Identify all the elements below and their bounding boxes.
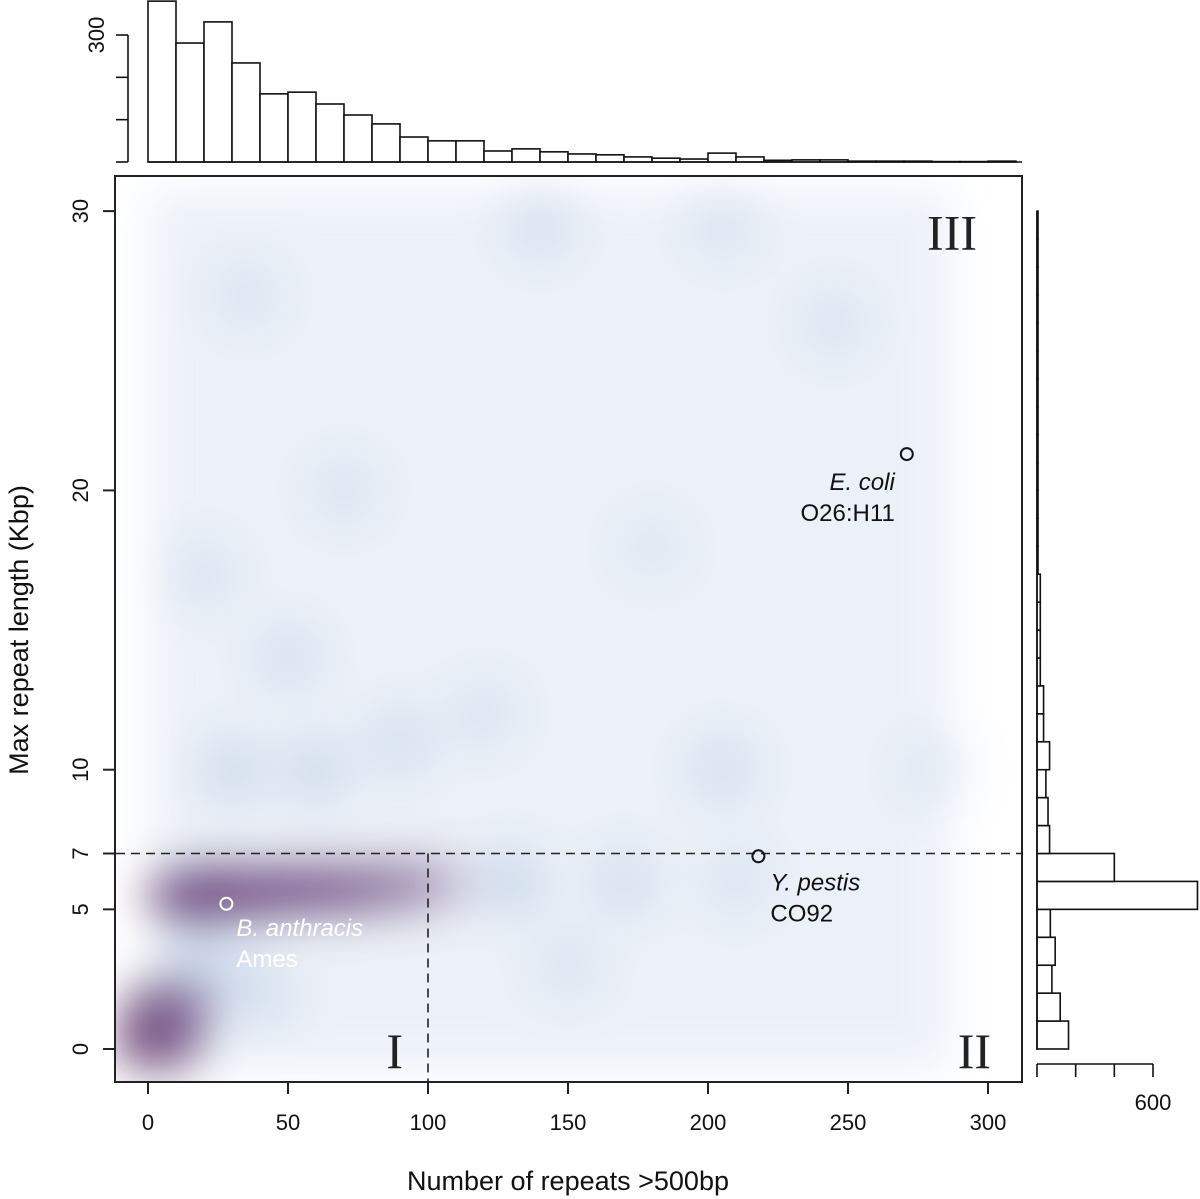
right-hist-bar xyxy=(1036,796,1049,827)
highlight-point xyxy=(751,849,766,864)
density-layer xyxy=(117,187,970,1073)
y-tick-label: 30 xyxy=(68,199,93,223)
x-tick-label: 250 xyxy=(830,1110,867,1135)
right-hist-bar xyxy=(1036,1020,1070,1050)
x-axis-label: Number of repeats >500bp xyxy=(407,1166,729,1196)
right-hist-bar xyxy=(1036,740,1051,771)
region-label-III: III xyxy=(927,205,977,261)
right-hist-bar xyxy=(1036,880,1199,911)
top-hist-bar xyxy=(287,91,317,163)
species-label: E. coli xyxy=(829,469,895,496)
species-label: Y. pestis xyxy=(770,869,860,896)
top-hist-bar xyxy=(539,151,569,163)
top-hist-bar xyxy=(175,42,205,163)
y-tick-label: 20 xyxy=(68,478,93,502)
x-tick-label: 0 xyxy=(142,1110,154,1135)
top-hist-bar xyxy=(203,21,233,163)
top-hist-bar xyxy=(147,0,177,163)
right-histogram: 600 xyxy=(1036,210,1199,1115)
top-hist-bar xyxy=(427,140,457,163)
density-haze xyxy=(150,190,950,1070)
x-tick-label: 300 xyxy=(970,1110,1007,1135)
highlight-point xyxy=(899,447,914,462)
x-axis: 0 50 100 150 200 250 300 xyxy=(142,1082,1006,1135)
top-hist-bar xyxy=(231,62,261,163)
right-hist-bar xyxy=(1036,713,1045,743)
strain-label: CO92 xyxy=(770,900,833,927)
top-hist-bar xyxy=(595,154,625,163)
top-hist-bar xyxy=(343,114,373,163)
y-tick-label: 0 xyxy=(68,1043,93,1055)
top-histogram: 300 xyxy=(84,0,1022,163)
strain-label: Ames xyxy=(236,946,297,973)
right-hist-bar xyxy=(1036,964,1053,994)
x-tick-label: 150 xyxy=(550,1110,587,1135)
x-tick-label: 50 xyxy=(276,1110,300,1135)
right-hist-bar xyxy=(1036,908,1052,939)
top-hist-bar xyxy=(567,153,597,163)
right-hist-bar xyxy=(1036,685,1045,715)
y-axis: 0 5 7 10 20 30 xyxy=(68,199,115,1055)
top-hist-tick-label: 300 xyxy=(84,17,109,54)
y-tick-label: 7 xyxy=(68,847,93,859)
right-hist-bar xyxy=(1036,852,1116,883)
species-label: B. anthracis xyxy=(236,915,363,942)
threshold-lines xyxy=(116,852,1021,1081)
top-hist-bar xyxy=(371,123,401,163)
region-label-I: I xyxy=(386,1023,403,1079)
top-hist-bar xyxy=(483,150,513,163)
highlight-point xyxy=(219,896,234,911)
right-hist-tick-label: 600 xyxy=(1135,1090,1172,1115)
x-tick-label: 200 xyxy=(690,1110,727,1135)
strain-label: O26:H11 xyxy=(801,500,895,527)
x-tick-label: 100 xyxy=(410,1110,447,1135)
top-hist-bar xyxy=(315,103,345,163)
right-hist-bar xyxy=(1036,992,1062,1022)
top-hist-bar xyxy=(399,136,429,163)
top-hist-bar xyxy=(455,140,485,163)
y-axis-label: Max repeat length (Kbp) xyxy=(4,485,34,775)
annotations: B. anthracis Ames Y. pestis CO92 E. coli O26:… xyxy=(219,447,914,973)
right-hist-bar xyxy=(1036,824,1051,855)
right-hist-bar xyxy=(1036,768,1047,799)
region-label-II: II xyxy=(958,1023,991,1079)
y-tick-label: 10 xyxy=(68,757,93,781)
top-hist-bar xyxy=(259,93,289,163)
top-hist-bar xyxy=(707,152,737,163)
right-hist-bar xyxy=(1036,936,1056,967)
top-hist-bar xyxy=(511,148,541,163)
y-tick-label: 5 xyxy=(68,903,93,915)
